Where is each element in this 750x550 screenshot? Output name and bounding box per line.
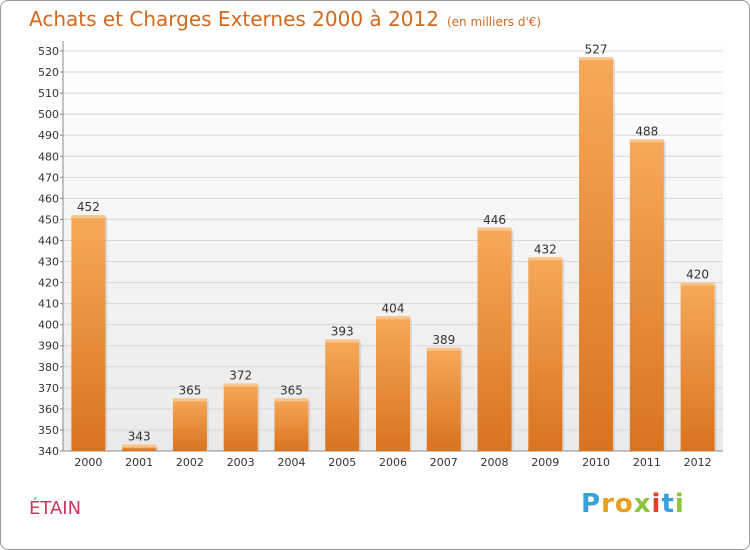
data-label: 365 bbox=[280, 383, 303, 397]
bar-2005 bbox=[325, 339, 360, 451]
data-label: 446 bbox=[483, 213, 506, 227]
y-tick-label: 460 bbox=[38, 192, 59, 205]
y-tick-label: 480 bbox=[38, 150, 59, 163]
data-label: 343 bbox=[128, 430, 151, 444]
x-tick-label: 2011 bbox=[633, 456, 661, 469]
data-label: 372 bbox=[229, 369, 252, 383]
data-label: 365 bbox=[178, 383, 201, 397]
bar-top-highlight bbox=[426, 347, 461, 351]
data-label: 452 bbox=[77, 200, 100, 214]
y-tick-label: 360 bbox=[38, 403, 59, 416]
bar-top-highlight bbox=[71, 215, 106, 219]
data-label: 404 bbox=[382, 301, 405, 315]
bar-top-highlight bbox=[579, 57, 614, 61]
data-label: 393 bbox=[331, 324, 354, 338]
commune-name: ÉTAIN bbox=[29, 498, 82, 519]
x-tick-label: 2004 bbox=[277, 456, 305, 469]
y-tick-label: 410 bbox=[38, 298, 59, 311]
x-tick-label: 2007 bbox=[430, 456, 458, 469]
bar-top-highlight bbox=[325, 339, 360, 343]
bar-2011 bbox=[629, 139, 664, 451]
x-tick-label: 2001 bbox=[125, 456, 153, 469]
bar-2003 bbox=[223, 383, 258, 451]
data-label: 527 bbox=[585, 42, 608, 56]
bar-top-highlight bbox=[680, 282, 715, 286]
y-tick-label: 340 bbox=[38, 445, 59, 458]
chart-title: Achats et Charges Externes 2000 à 2012 (e… bbox=[29, 7, 541, 31]
bar-2007 bbox=[426, 347, 461, 451]
y-tick-label: 380 bbox=[38, 361, 59, 374]
bar-2006 bbox=[376, 316, 410, 451]
bar-2004 bbox=[274, 398, 309, 451]
x-tick-label: 2000 bbox=[74, 456, 102, 469]
chart-subtitle: (en milliers d'€) bbox=[446, 15, 542, 29]
bar-2008 bbox=[477, 227, 512, 451]
y-tick-label: 350 bbox=[38, 424, 59, 437]
data-label: 420 bbox=[686, 268, 709, 282]
y-tick-label: 440 bbox=[38, 234, 59, 247]
y-tick-label: 490 bbox=[38, 129, 59, 142]
y-tick-label: 430 bbox=[38, 256, 59, 269]
y-tick-label: 390 bbox=[38, 340, 59, 353]
bar-2012 bbox=[680, 282, 715, 451]
data-label: 389 bbox=[432, 333, 455, 347]
x-tick-label: 2009 bbox=[531, 456, 559, 469]
bar-top-highlight bbox=[172, 398, 207, 402]
proxiti-logo: Proxiti bbox=[581, 489, 685, 519]
bar-top-highlight bbox=[223, 383, 258, 387]
bar-top-highlight bbox=[376, 316, 410, 320]
bar-top-highlight bbox=[528, 257, 563, 261]
bar-top-highlight bbox=[629, 139, 664, 143]
y-tick-label: 510 bbox=[38, 87, 59, 100]
bar-top-highlight bbox=[122, 444, 157, 448]
x-tick-label: 2010 bbox=[582, 456, 610, 469]
y-tick-label: 520 bbox=[38, 66, 59, 79]
bar-2009 bbox=[528, 257, 563, 451]
y-tick-label: 470 bbox=[38, 171, 59, 184]
y-tick-label: 530 bbox=[38, 45, 59, 58]
x-tick-label: 2006 bbox=[379, 456, 407, 469]
x-tick-label: 2012 bbox=[684, 456, 712, 469]
bar-top-highlight bbox=[477, 227, 512, 231]
data-label: 432 bbox=[534, 242, 557, 256]
bar-2000 bbox=[71, 215, 106, 451]
x-tick-label: 2002 bbox=[176, 456, 204, 469]
y-tick-label: 400 bbox=[38, 319, 59, 332]
bar-2002 bbox=[172, 398, 207, 451]
y-tick-label: 450 bbox=[38, 213, 59, 226]
x-tick-label: 2003 bbox=[227, 456, 255, 469]
data-label: 488 bbox=[635, 124, 658, 138]
y-tick-label: 370 bbox=[38, 382, 59, 395]
x-tick-label: 2005 bbox=[328, 456, 356, 469]
bar-2010 bbox=[579, 57, 614, 451]
x-tick-label: 2008 bbox=[481, 456, 509, 469]
y-tick-label: 500 bbox=[38, 108, 59, 121]
chart-title-text: Achats et Charges Externes 2000 à 2012 bbox=[29, 7, 439, 31]
bar-top-highlight bbox=[274, 398, 309, 402]
y-tick-label: 420 bbox=[38, 277, 59, 290]
bar-2001 bbox=[122, 444, 157, 451]
